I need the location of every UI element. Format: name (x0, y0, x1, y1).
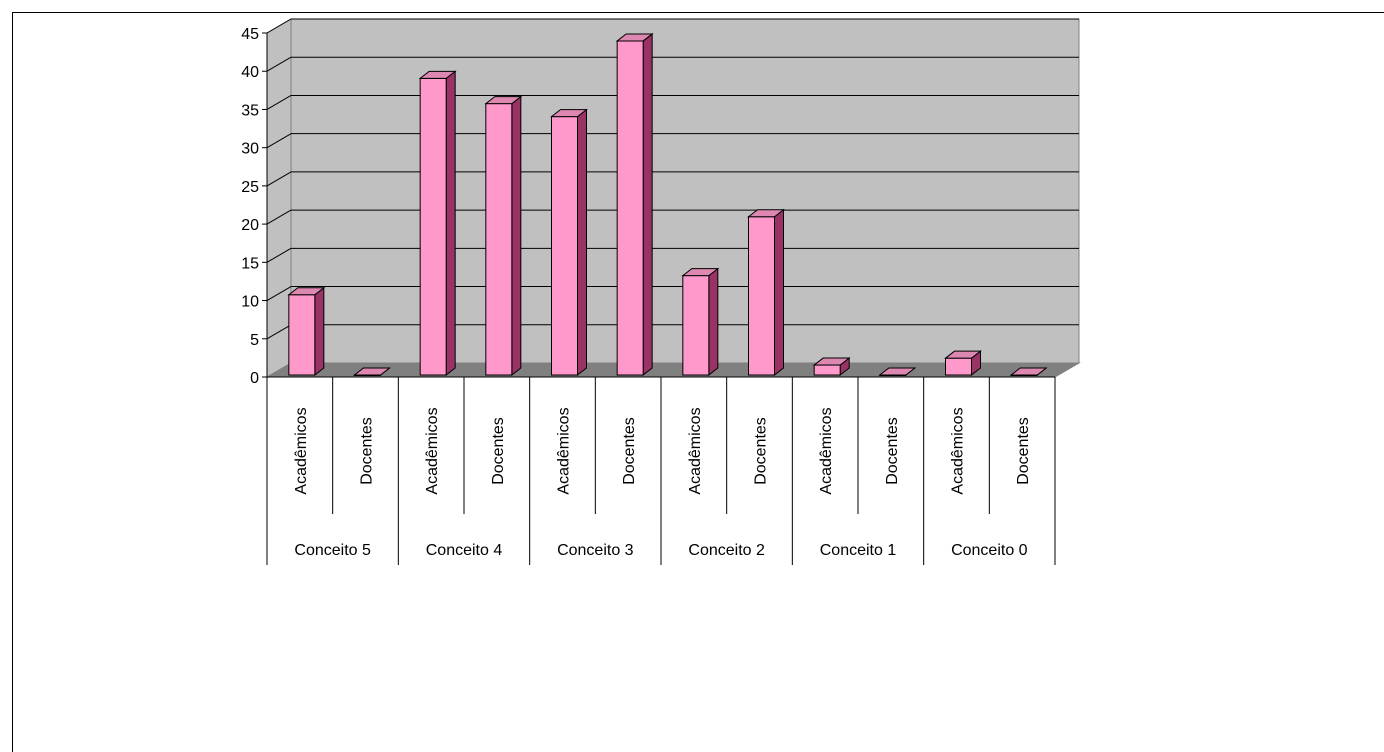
group-label: Conceito 5 (294, 542, 371, 559)
y-tick-label: 10 (241, 294, 259, 311)
bar-side (445, 70, 456, 377)
bar-top (812, 357, 851, 366)
bar (945, 357, 972, 376)
bar-top (681, 268, 720, 277)
bar (616, 40, 644, 376)
y-tick-label: 5 (250, 332, 259, 349)
bar-side (314, 286, 325, 377)
x-tick-label: Docentes (753, 417, 770, 485)
y-tick-label: 35 (241, 102, 259, 119)
gridline-side (266, 18, 292, 34)
x-tick-label: Acadêmicos (556, 407, 573, 494)
y-tick-label: 25 (241, 179, 259, 196)
y-tick-label: 15 (241, 255, 259, 272)
y-tick-label: 45 (241, 26, 259, 43)
y-tick-label: 0 (250, 370, 259, 387)
bar (748, 216, 775, 376)
bar-top (418, 70, 457, 79)
bar-side (708, 267, 719, 377)
x-tick-label: Acadêmicos (424, 407, 441, 494)
bar (551, 116, 578, 376)
x-tick-label: Docentes (1015, 417, 1032, 485)
x-tick-label: Acadêmicos (818, 407, 835, 494)
bar (419, 77, 447, 376)
x-tick-label: Docentes (490, 417, 507, 485)
bar-top (550, 109, 588, 118)
bar-top (353, 367, 391, 376)
group-label: Conceito 4 (426, 542, 503, 559)
bar-top (287, 287, 326, 296)
y-tick-label: 40 (241, 64, 259, 81)
gridline-side (266, 133, 292, 149)
bar-top (944, 350, 982, 359)
gridline-side (266, 247, 292, 263)
y-tick-label: 30 (241, 141, 259, 158)
gridline-side (266, 171, 292, 187)
gridline-side (266, 286, 292, 301)
y-tick-label: 20 (241, 217, 259, 234)
bar-top (1009, 367, 1048, 376)
x-tick-label: Acadêmicos (687, 407, 704, 494)
group-label: Conceito 2 (688, 542, 765, 559)
group-label: Conceito 3 (557, 542, 634, 559)
bar (813, 364, 841, 376)
bar (682, 275, 710, 376)
chart-frame (12, 12, 1384, 752)
x-tick-label: Acadêmicos (293, 407, 310, 494)
bar-top (878, 367, 917, 376)
x-tick-label: Docentes (884, 417, 901, 485)
group-label: Conceito 0 (951, 542, 1028, 559)
x-tick-label: Docentes (621, 417, 638, 485)
bar-side (577, 108, 587, 377)
bar-side (642, 32, 653, 377)
bar-top (615, 33, 654, 42)
bar-top (484, 96, 523, 105)
side-wall (266, 18, 292, 378)
x-tick-label: Docentes (359, 417, 376, 485)
gridline-side (266, 95, 292, 110)
bar (485, 103, 513, 376)
bar-side (774, 208, 784, 377)
bar-top (747, 209, 785, 218)
bar-side (511, 95, 522, 377)
group-label: Conceito 1 (820, 542, 897, 559)
gridline-side (266, 324, 292, 340)
gridline-side (266, 209, 292, 225)
bar (288, 294, 316, 376)
gridline-side (266, 56, 292, 72)
x-tick-label: Acadêmicos (950, 407, 967, 494)
